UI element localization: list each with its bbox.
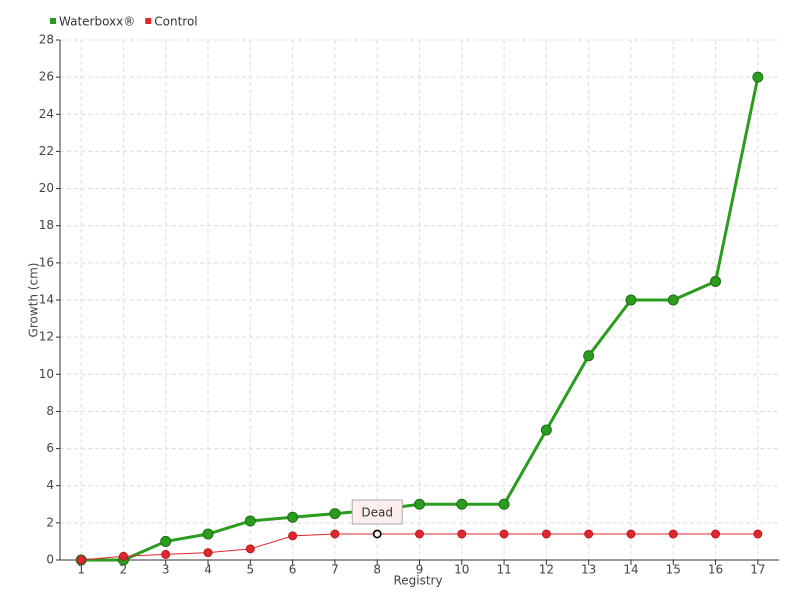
data-point: [76, 555, 86, 565]
data-point: [583, 350, 595, 362]
data-point: [584, 529, 594, 539]
x-tick-label: 5: [247, 563, 255, 577]
x-tick-label: 15: [666, 563, 681, 577]
x-tick-label: 16: [708, 563, 723, 577]
x-tick-label: 3: [162, 563, 170, 577]
data-point: [710, 275, 722, 287]
y-tick-label: 14: [39, 293, 54, 307]
x-tick-label: 11: [496, 563, 511, 577]
y-tick-label: 18: [39, 218, 54, 232]
y-tick-label: 22: [39, 144, 54, 158]
y-tick-label: 2: [46, 515, 54, 529]
data-point: [753, 529, 763, 539]
data-point: [540, 424, 552, 436]
data-point: [415, 529, 424, 539]
y-tick-label: 20: [39, 181, 54, 195]
x-tick-label: 10: [454, 563, 469, 577]
annotation-box: [351, 499, 403, 525]
y-tick-label: 26: [39, 70, 54, 84]
y-tick-label: 6: [46, 441, 54, 455]
x-axis-label: Registry: [393, 574, 442, 588]
data-point: [499, 529, 509, 539]
x-tick-label: 6: [289, 563, 297, 577]
y-tick-label: 28: [39, 33, 54, 47]
data-point: [667, 294, 679, 306]
y-axis-label: Growth (cm): [27, 263, 41, 338]
x-tick-label: 9: [416, 563, 424, 577]
data-point: [287, 511, 299, 523]
legend-swatch: [145, 18, 152, 24]
y-tick-label: 24: [39, 107, 54, 121]
x-tick-label: 12: [539, 563, 554, 577]
data-point: [160, 535, 172, 547]
data-point: [118, 551, 128, 561]
y-tick-label: 12: [39, 330, 54, 344]
data-point: [456, 498, 468, 510]
data-point: [711, 529, 721, 539]
x-tick-label: 2: [120, 563, 128, 577]
data-point: [288, 531, 298, 541]
data-point: [625, 294, 637, 306]
y-tick-label: 4: [46, 478, 54, 492]
series-line: [81, 76, 760, 562]
data-point: [541, 529, 551, 539]
data-point: [330, 529, 340, 539]
highlight-point: [372, 529, 382, 539]
data-point: [203, 548, 213, 558]
data-point: [457, 529, 467, 539]
legend-label: Waterboxx®: [59, 15, 135, 29]
x-tick-label: 13: [581, 563, 596, 577]
x-tick-label: 8: [373, 563, 381, 577]
data-point: [329, 508, 341, 520]
data-point: [414, 498, 425, 510]
data-point: [202, 528, 214, 540]
x-tick-label: 17: [750, 563, 765, 577]
data-point: [161, 549, 171, 559]
data-point: [245, 544, 255, 554]
y-tick-label: 8: [46, 404, 54, 418]
x-tick-label: 14: [623, 563, 638, 577]
data-point: [498, 498, 510, 510]
legend-swatch: [50, 18, 56, 24]
data-point: [244, 515, 256, 527]
data-point: [668, 529, 678, 539]
y-tick-label: 16: [39, 255, 54, 269]
y-tick-label: 0: [46, 553, 54, 567]
data-point: [752, 71, 764, 83]
annotation-text: Dead: [361, 506, 393, 520]
x-tick-label: 1: [77, 563, 85, 577]
legend-label: Control: [154, 15, 197, 29]
y-tick-label: 10: [39, 367, 54, 381]
x-tick-label: 7: [331, 563, 339, 577]
data-point: [626, 529, 636, 539]
x-tick-label: 4: [204, 563, 212, 577]
